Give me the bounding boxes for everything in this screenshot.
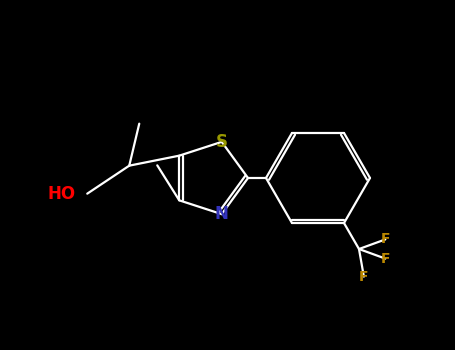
Text: F: F: [380, 232, 390, 246]
Text: F: F: [359, 270, 369, 284]
Text: N: N: [215, 205, 229, 223]
Text: F: F: [380, 252, 390, 266]
Text: S: S: [216, 133, 228, 151]
Text: HO: HO: [47, 185, 75, 203]
